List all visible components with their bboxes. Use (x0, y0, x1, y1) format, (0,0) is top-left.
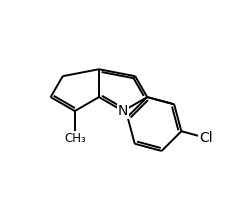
Text: Cl: Cl (199, 131, 212, 145)
Text: N: N (118, 104, 128, 118)
Text: CH₃: CH₃ (64, 132, 86, 145)
